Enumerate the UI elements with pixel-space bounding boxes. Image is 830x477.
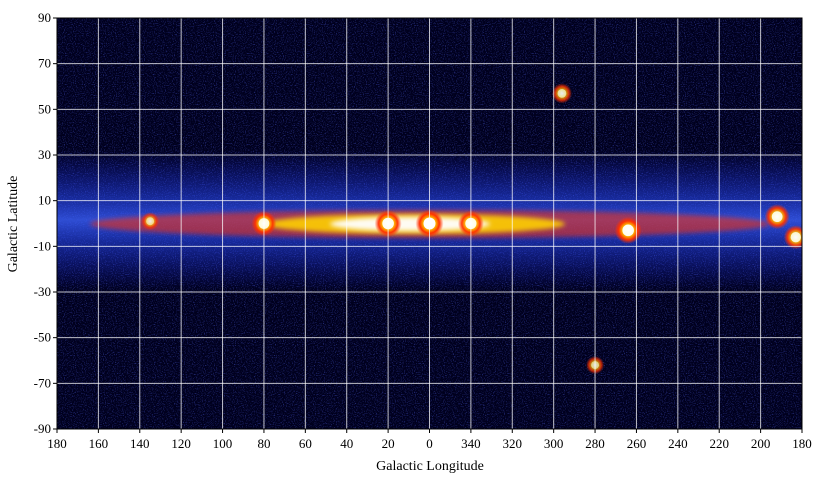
x-tick-label: 300 [544,436,564,451]
y-tick-label: -50 [34,330,51,345]
y-tick-label: -10 [34,238,51,253]
x-tick-label: 140 [130,436,150,451]
gamma-source-core [622,224,634,237]
y-tick-label: 70 [38,56,51,71]
x-tick-label: 20 [382,436,395,451]
y-tick-label: -70 [34,375,51,390]
galactic-center-core [330,217,490,231]
x-axis-ticks: 180 160 140 120 100 80 60 40 20 0 340 320 300 280 260 2… [47,429,812,451]
x-tick-label: 220 [709,436,729,451]
plot-area [57,18,802,429]
gamma-source-core [771,211,783,223]
x-tick-label: 60 [299,436,312,451]
y-tick-label: 10 [38,193,51,208]
x-tick-label: 340 [461,436,481,451]
x-tick-label: 100 [213,436,233,451]
x-tick-label: 240 [668,436,688,451]
gamma-source-core [790,232,801,243]
grid-lines [57,18,802,429]
y-tick-label: 50 [38,101,51,116]
y-tick-label: -90 [34,421,51,436]
x-tick-label: 40 [340,436,353,451]
y-tick-label: 30 [38,147,51,162]
x-tick-label: 120 [171,436,191,451]
x-axis-label: Galactic Longitude [376,459,484,474]
x-tick-label: 160 [89,436,109,451]
y-tick-label: 90 [38,10,51,25]
y-axis-label: Galactic Latitude [6,176,21,273]
x-tick-label: 320 [503,436,523,451]
x-tick-label: 200 [751,436,771,451]
x-tick-label: 80 [257,436,270,451]
gamma-source-core [557,88,567,98]
y-axis-ticks: 90 70 50 30 10 -10 -30 -50 -70 -90 [34,10,57,436]
y-tick-label: -30 [34,284,51,299]
x-tick-label: 0 [426,436,433,451]
gamma-source-core [146,217,155,226]
x-tick-label: 180 [47,436,67,451]
x-tick-label: 280 [585,436,605,451]
x-tick-label: 260 [627,436,647,451]
x-tick-label: 180 [792,436,812,451]
